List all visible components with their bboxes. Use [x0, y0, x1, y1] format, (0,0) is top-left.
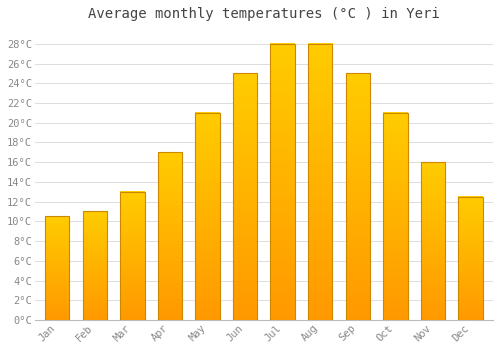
Bar: [308, 44, 332, 320]
Bar: [270, 44, 295, 320]
Bar: [45, 216, 70, 320]
Bar: [458, 197, 482, 320]
Bar: [383, 113, 407, 320]
Bar: [120, 192, 144, 320]
Bar: [82, 211, 107, 320]
Bar: [420, 162, 445, 320]
Title: Average monthly temperatures (°C ) in Yeri: Average monthly temperatures (°C ) in Ye…: [88, 7, 440, 21]
Bar: [346, 74, 370, 320]
Bar: [233, 74, 258, 320]
Bar: [196, 113, 220, 320]
Bar: [158, 152, 182, 320]
